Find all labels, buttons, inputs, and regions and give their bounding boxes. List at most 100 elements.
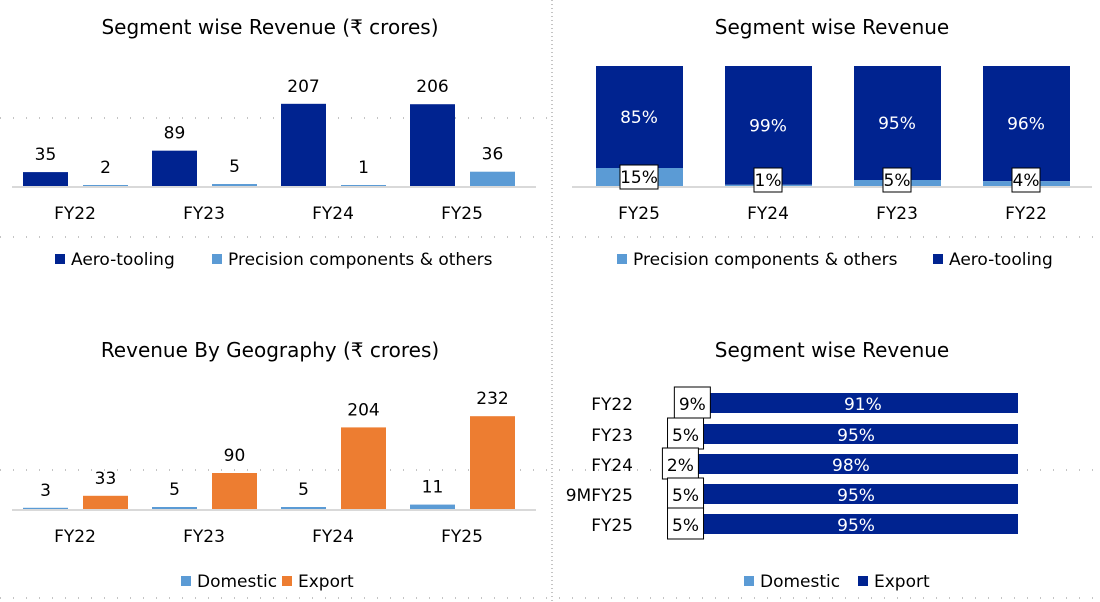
bar [281,103,326,186]
chart1-plot: 35 2 FY22 89 5 FY23 207 1 FY24 206 36 FY25 Aero-tool… [12,77,536,270]
data-label: 36 [482,145,504,165]
bar-segment-aero [983,66,1070,182]
x-tick-label: FY25 [441,527,483,547]
data-label: 5% [672,486,699,506]
data-label: 90 [224,446,246,466]
data-label: 206 [416,77,448,97]
data-label-box [619,164,659,190]
data-label-box [667,477,705,510]
x-tick-label: FY23 [183,527,225,547]
bar [212,184,257,186]
x-tick-label: FY24 [312,204,354,224]
y-tick-label: FY22 [591,395,633,415]
y-tick-label: 9MFY25 [566,486,633,506]
x-tick-label: FY23 [183,204,225,224]
legend-swatch [181,576,191,586]
bar-segment-export [694,514,1018,534]
legend-swatch [858,576,868,586]
bar [470,171,515,186]
data-label: 1 [358,158,369,178]
data-label: 99% [749,116,787,136]
data-label: 1% [755,171,782,191]
legend-label: Aero-tooling [71,250,175,270]
x-tick-label: FY24 [312,527,354,547]
bar-segment-aero [725,66,812,185]
legend-swatch [55,254,65,264]
y-tick-label: FY24 [591,456,633,476]
data-label: 91% [844,395,882,415]
legend-swatch [617,254,627,264]
data-label: 5% [884,171,911,191]
data-label: 95% [878,114,916,134]
bar [152,150,197,186]
x-tick-label: FY24 [747,204,789,224]
legend-label: Precision components & others [633,250,898,270]
legend-label: Precision components & others [228,250,493,270]
data-label: 95% [837,516,875,536]
x-tick-label: FY23 [876,204,918,224]
chart2-plot: 85% 15% FY25 99% 1% FY24 95% 5% FY23 96% 4% FY22 Pre… [572,66,1092,270]
chart4-plot: 91% 9% FY22 95% 5% FY23 98% 2% FY24 95% 5% 9MFY25 95… [566,386,1018,592]
bar [410,104,455,186]
data-label: 85% [620,108,658,128]
data-label: 9% [679,395,706,415]
legend-label: Aero-tooling [949,250,1053,270]
bar [212,473,257,509]
bar-segment-export [707,393,1018,413]
chart2-title: Segment wise Revenue [715,15,949,39]
bar [152,507,197,509]
data-label: 5 [298,480,309,500]
bar [23,507,68,509]
y-tick-label: FY23 [591,426,633,446]
data-label: 207 [287,77,319,97]
data-label: 5 [229,157,240,177]
data-label: 204 [347,400,379,420]
data-label: 5% [672,516,699,536]
legend-swatch [282,576,292,586]
data-label: 11 [422,478,444,498]
data-label: 2 [100,158,111,178]
bar-segment-export [694,484,1018,504]
legend-swatch [744,576,754,586]
data-label: 4% [1013,171,1040,191]
chart1-title: Segment wise Revenue (₹ crores) [101,15,438,39]
legend-label: Export [298,572,354,592]
x-tick-label: FY22 [54,204,96,224]
bar [410,504,455,509]
chart4-title: Segment wise Revenue [715,338,949,362]
data-label: 232 [476,389,508,409]
data-label: 33 [95,469,117,489]
x-tick-label: FY22 [1005,204,1047,224]
legend-label: Export [874,572,930,592]
data-label: 5% [672,426,699,446]
data-label: 95% [837,426,875,446]
legend-label: Domestic [760,572,840,592]
bar [281,507,326,509]
bar-segment-export [694,424,1018,444]
data-label: 3 [40,481,51,501]
bar-segment-export [683,454,1018,474]
bar [83,185,128,186]
data-label: 95% [837,486,875,506]
legend-swatch [212,254,222,264]
data-label: 96% [1007,115,1045,135]
data-label-box [667,507,705,540]
x-tick-label: FY25 [618,204,660,224]
data-label-box [673,386,711,419]
data-label: 35 [35,145,57,165]
data-label-box [882,167,912,193]
data-label-box [753,167,783,193]
legend-label: Domestic [197,572,277,592]
bar [23,172,68,186]
x-tick-label: FY25 [441,204,483,224]
y-tick-label: FY25 [591,516,633,536]
x-tick-label: FY22 [54,527,96,547]
bar-segment-aero [854,66,941,180]
bar [470,416,515,509]
legend-swatch [933,254,943,264]
bar [83,495,128,509]
data-label: 98% [832,456,870,476]
